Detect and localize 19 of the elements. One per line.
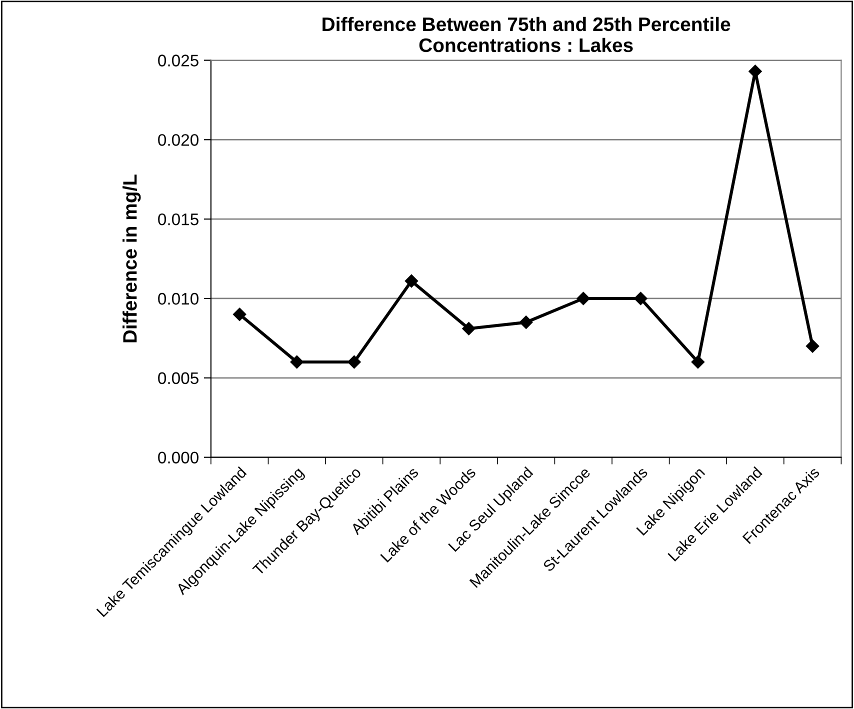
y-tick-label: 0.015	[158, 213, 198, 226]
y-tick-label: 0.005	[158, 372, 198, 384]
point	[290, 355, 304, 369]
point	[233, 308, 246, 321]
y-tick-label: 0.025	[158, 54, 198, 66]
point	[691, 355, 705, 369]
point	[462, 322, 476, 336]
chart-title: Difference Between 75th and 25th Percentile Concentrations : Lakes	[322, 16, 730, 52]
point	[634, 292, 648, 306]
point	[519, 316, 533, 329]
y-axis-title: Difference in mg/L	[122, 174, 141, 342]
point	[348, 355, 361, 369]
point	[404, 274, 418, 288]
y-tick-label: 0.010	[158, 292, 198, 305]
y-tick-label: 0.000	[158, 452, 198, 464]
point	[806, 340, 820, 353]
y-tick-label: 0.020	[158, 134, 198, 146]
point	[748, 64, 762, 78]
point	[576, 292, 590, 306]
